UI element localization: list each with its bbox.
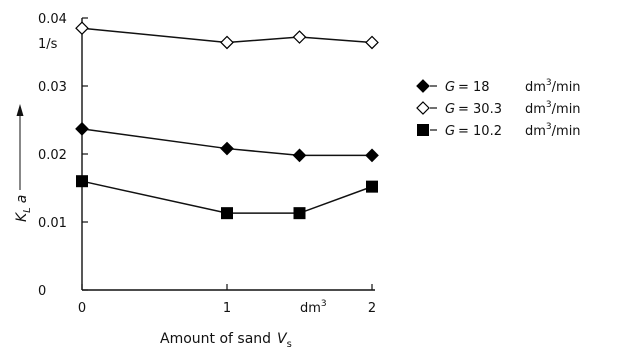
legend-unit-1: dm3/min xyxy=(525,100,581,117)
series-1 xyxy=(75,21,379,50)
x-title-symbol: V xyxy=(277,331,288,347)
y-unit-label: 1/s xyxy=(38,37,58,52)
x-axis-title: Amount of sand Vs xyxy=(160,331,292,350)
axes xyxy=(81,18,375,291)
legend-unit-0: dm3/min xyxy=(525,78,581,95)
legend-marker-1 xyxy=(416,101,430,115)
x-unit-label: dm3 xyxy=(300,299,327,316)
y-ticks: 0 0.01 0.02 0.03 0.04 xyxy=(38,12,88,299)
data-point-0-1 xyxy=(220,141,234,156)
y-axis-title: KLa xyxy=(14,195,33,222)
series-line-0 xyxy=(81,128,372,157)
series-group xyxy=(75,21,379,220)
legend-entry-0: G = 18 dm3/min xyxy=(416,78,581,95)
x-title-subscript: s xyxy=(287,339,292,350)
series-line-1 xyxy=(81,27,373,44)
data-point-2-2 xyxy=(293,207,306,220)
svg-text:KLa: KLa xyxy=(14,195,33,222)
legend-symbol-0: G xyxy=(445,80,455,95)
x-tick-label-0: 0 xyxy=(78,301,86,316)
data-point-1-1 xyxy=(220,35,234,50)
x-tick-label-1: 1 xyxy=(223,301,231,316)
y-tick-label-3: 0.03 xyxy=(38,80,67,95)
y-title-tail: a xyxy=(14,195,30,204)
series-2 xyxy=(76,175,378,220)
data-point-1-0 xyxy=(75,21,89,36)
legend-unit-2: dm3/min xyxy=(525,122,581,139)
data-point-0-0 xyxy=(75,121,89,136)
y-title-symbol: K xyxy=(14,211,30,222)
y-axis-arrow xyxy=(16,104,24,190)
data-point-2-1 xyxy=(221,207,233,220)
data-point-1-3 xyxy=(365,35,379,50)
series-0 xyxy=(75,121,379,163)
legend-value-0: = 18 xyxy=(458,80,490,95)
x-ticks: 0 1 2 xyxy=(78,284,376,316)
y-tick-label-2: 0.02 xyxy=(38,148,67,163)
legend-symbol-1: G xyxy=(445,102,455,117)
y-tick-label-4: 0.04 xyxy=(38,12,67,27)
legend-entry-1: G = 30.3 dm3/min xyxy=(416,100,581,117)
x-tick-label-2: 2 xyxy=(368,301,376,316)
series-line-2 xyxy=(81,180,373,214)
legend-entry-2: G = 10.2 dm3/min xyxy=(417,122,581,139)
legend-symbol-2: G xyxy=(445,124,455,139)
y-tick-label-1: 0.01 xyxy=(38,216,67,231)
legend-marker-2 xyxy=(417,124,429,136)
x-title-text: Amount of sand xyxy=(160,331,271,347)
data-point-1-2 xyxy=(292,30,307,44)
data-point-0-2 xyxy=(292,148,307,163)
legend-marker-0 xyxy=(416,79,430,93)
legend-value-1: = 30.3 xyxy=(458,102,502,117)
data-point-2-3 xyxy=(366,180,378,193)
legend-value-2: = 10.2 xyxy=(458,124,502,139)
y-title-subscript: L xyxy=(22,207,33,213)
y-tick-label-0: 0 xyxy=(38,284,46,299)
data-point-0-3 xyxy=(365,148,379,163)
data-point-2-0 xyxy=(76,175,88,188)
